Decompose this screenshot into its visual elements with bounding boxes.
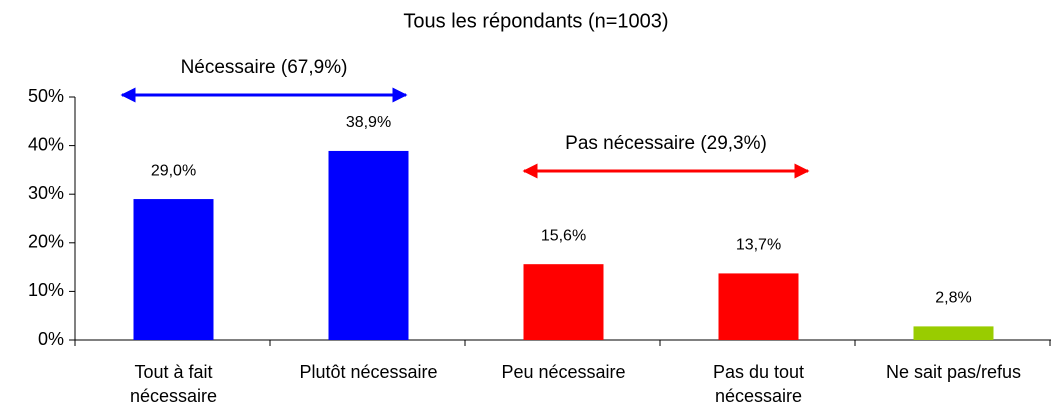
data-label: 15,6% bbox=[541, 227, 586, 244]
x-tick-label: Plutôt nécessaire bbox=[299, 362, 438, 382]
x-tick-label: Pas du tout nécessaire bbox=[712, 362, 805, 406]
y-tick-label: 0% bbox=[38, 329, 64, 349]
chart-title: Tous les répondants (n=1003) bbox=[403, 10, 668, 32]
data-label: 38,9% bbox=[346, 114, 391, 131]
y-tick-label: 30% bbox=[28, 183, 64, 203]
bar bbox=[328, 150, 409, 340]
data-label: 2,8% bbox=[935, 290, 971, 307]
bar bbox=[718, 273, 799, 340]
y-tick-label: 50% bbox=[28, 86, 64, 106]
bar bbox=[133, 199, 214, 340]
bar bbox=[523, 264, 604, 340]
y-tick-label: 10% bbox=[28, 280, 64, 300]
y-tick-label: 40% bbox=[28, 134, 64, 154]
annotation: Nécessaire (67,9%) bbox=[181, 57, 348, 78]
data-label: 13,7% bbox=[736, 237, 781, 254]
x-tick-label: Peu nécessaire bbox=[501, 362, 626, 382]
bar bbox=[913, 326, 994, 340]
x-tick-label: Tout à fait nécessaire bbox=[129, 362, 218, 406]
annotation: Pas nécessaire (29,3%) bbox=[565, 133, 767, 154]
x-tick-label: Ne sait pas/refus bbox=[885, 362, 1022, 382]
data-label: 29,0% bbox=[151, 162, 196, 179]
y-tick-label: 20% bbox=[28, 232, 64, 252]
